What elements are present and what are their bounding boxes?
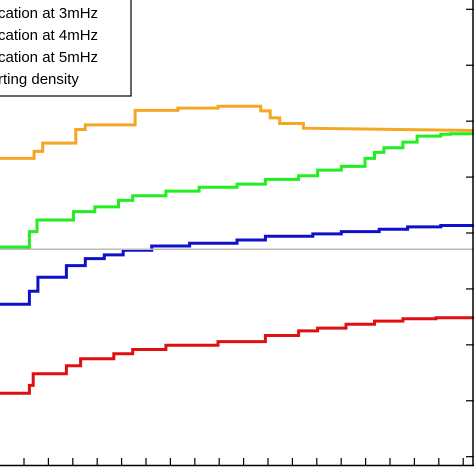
- x-axis-ticks: [23, 458, 464, 466]
- legend-box: [0, 0, 132, 97]
- legend: cation at 3mHz cation at 4mHz cation at …: [0, 0, 132, 97]
- series-line-2: [0, 132, 474, 249]
- series-line-3: [0, 224, 474, 306]
- legend-entry-2: cation at 4mHz: [0, 27, 98, 44]
- legend-entry-1: cation at 3mHz: [0, 5, 98, 22]
- y-axis-ticks: [466, 8, 474, 458]
- legend-entry-3: cation at 5mHz: [0, 49, 98, 66]
- series-lines: [0, 104, 474, 395]
- legend-entry-4: rting density: [0, 71, 79, 88]
- series-line-1: [0, 104, 474, 160]
- series-line-4: [0, 316, 474, 395]
